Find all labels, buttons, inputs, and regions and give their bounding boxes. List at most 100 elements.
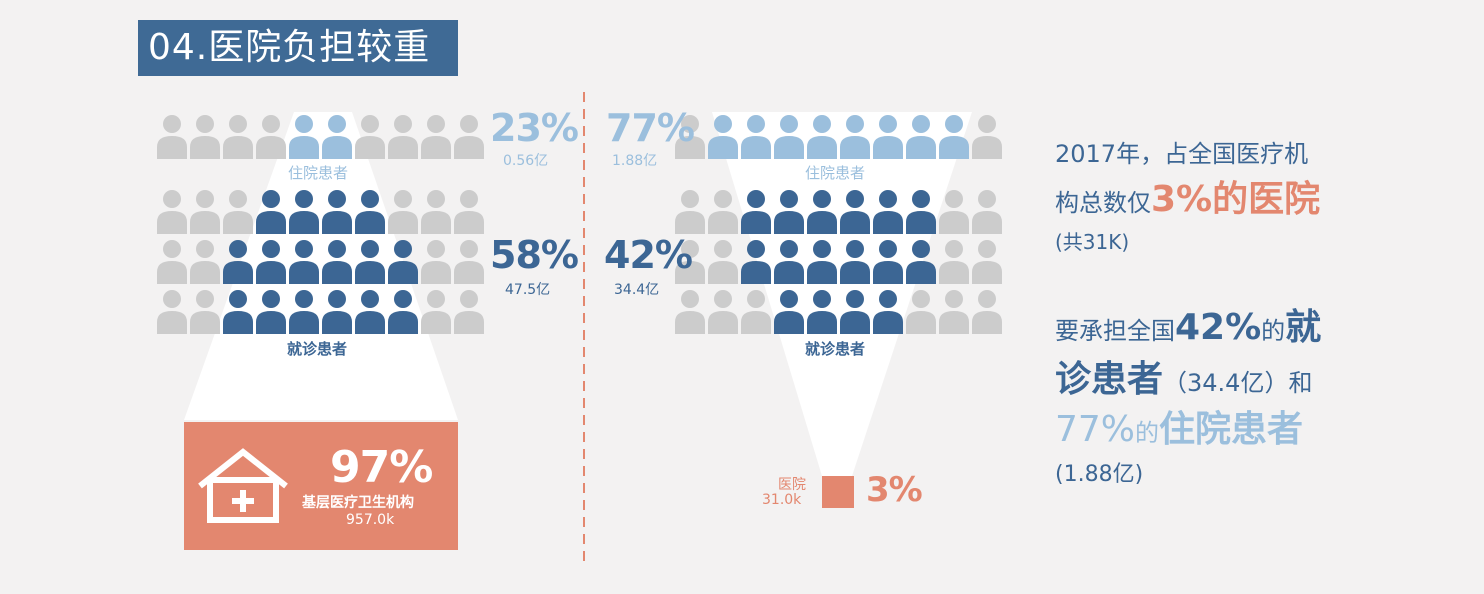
summary-l4b: 42%: [1175, 307, 1262, 348]
person-icon: [708, 190, 738, 234]
summary-line-4: 要承担全国42%的就: [1055, 298, 1321, 350]
person-icon: [256, 190, 286, 234]
person-icon: [906, 240, 936, 284]
person-icon: [355, 115, 385, 159]
person-icon: [774, 190, 804, 234]
hospital-house-icon: [198, 448, 288, 523]
summary-line-2: 构总数仅3%的医院: [1055, 170, 1320, 222]
person-icon: [388, 240, 418, 284]
summary-l4a: 要承担全国: [1055, 317, 1175, 345]
left-inpatient-amount: 0.56亿: [503, 153, 549, 169]
person-icon: [454, 115, 484, 159]
person-icon: [454, 240, 484, 284]
person-icon: [675, 240, 705, 284]
left-outpatient-amount: 47.5亿: [505, 282, 551, 298]
person-icon: [840, 190, 870, 234]
person-icon: [906, 115, 936, 159]
person-icon: [972, 190, 1002, 234]
person-icon: [906, 190, 936, 234]
facility-count: 957.0k: [346, 512, 395, 528]
person-icon: [774, 115, 804, 159]
person-icon: [421, 290, 451, 334]
person-icon: [454, 190, 484, 234]
summary-l4c: 的: [1261, 317, 1286, 345]
person-icon: [289, 115, 319, 159]
summary-l6b: 的: [1135, 419, 1160, 447]
left-inpatient-label: 住院患者: [288, 164, 349, 182]
summary-line-1: 2017年，占全国医疗机: [1055, 140, 1309, 168]
right-inpatient-pct: 77%: [606, 106, 695, 150]
right-inpatient-label: 住院患者: [805, 164, 866, 182]
person-icon: [421, 240, 451, 284]
left-beam: [184, 112, 458, 420]
person-icon: [355, 240, 385, 284]
person-icon: [807, 190, 837, 234]
person-icon: [190, 290, 220, 334]
person-icon: [157, 190, 187, 234]
person-icon: [322, 190, 352, 234]
person-icon: [388, 290, 418, 334]
person-icon: [322, 240, 352, 284]
person-icon: [906, 290, 936, 334]
person-icon: [157, 240, 187, 284]
person-icon: [454, 290, 484, 334]
person-icon: [388, 115, 418, 159]
person-icon: [190, 190, 220, 234]
person-icon: [289, 240, 319, 284]
person-icon: [421, 190, 451, 234]
person-icon: [939, 115, 969, 159]
person-icon: [708, 115, 738, 159]
person-icon: [256, 290, 286, 334]
person-icon: [322, 115, 352, 159]
person-icon: [774, 290, 804, 334]
person-icon: [355, 190, 385, 234]
summary-l2a: 构总数仅: [1055, 189, 1151, 217]
person-icon: [675, 190, 705, 234]
person-icon: [190, 115, 220, 159]
person-icon: [708, 240, 738, 284]
person-icon: [223, 240, 253, 284]
person-icon: [256, 240, 286, 284]
right-outpatient-pct: 42%: [604, 233, 693, 277]
facility-name: 基层医疗卫生机构: [302, 495, 414, 511]
person-icon: [157, 115, 187, 159]
summary-l5c: 和: [1288, 369, 1313, 397]
person-icon: [939, 290, 969, 334]
left-outpatient-label: 就诊患者: [287, 340, 348, 358]
person-icon: [223, 290, 253, 334]
person-icon: [322, 290, 352, 334]
person-icon: [840, 115, 870, 159]
section-title: 04.医院负担较重: [138, 20, 458, 76]
person-icon: [972, 115, 1002, 159]
person-icon: [972, 290, 1002, 334]
person-icon: [223, 115, 253, 159]
person-icon: [873, 115, 903, 159]
person-icon: [807, 290, 837, 334]
person-icon: [741, 115, 771, 159]
person-icon: [675, 290, 705, 334]
person-icon: [873, 190, 903, 234]
summary-l5a: 诊患者: [1055, 359, 1164, 400]
facility-pct: 97%: [330, 442, 433, 493]
person-icon: [741, 190, 771, 234]
summary-l2b: 3%的医院: [1151, 179, 1321, 220]
person-icon: [190, 240, 220, 284]
left-inpatient-pct: 23%: [490, 106, 579, 150]
hospital-pct: 3%: [866, 470, 923, 510]
hospital-count: 31.0k: [762, 492, 802, 508]
person-icon: [873, 290, 903, 334]
person-icon: [840, 290, 870, 334]
hospital-square: [822, 476, 854, 508]
summary-l5b: （34.4亿）: [1163, 369, 1289, 397]
person-icon: [807, 115, 837, 159]
facility-box: [184, 422, 458, 550]
person-icon: [840, 240, 870, 284]
summary-line-7: (1.88亿): [1055, 462, 1144, 487]
right-outpatient-label: 就诊患者: [805, 340, 866, 358]
summary-line-3: (共31K): [1055, 230, 1130, 254]
hospital-name: 医院: [778, 477, 806, 493]
summary-line-5: 诊患者（34.4亿）和: [1055, 350, 1312, 402]
right-outpatient-amount: 34.4亿: [614, 282, 660, 298]
left-outpatient-pct: 58%: [490, 233, 579, 277]
